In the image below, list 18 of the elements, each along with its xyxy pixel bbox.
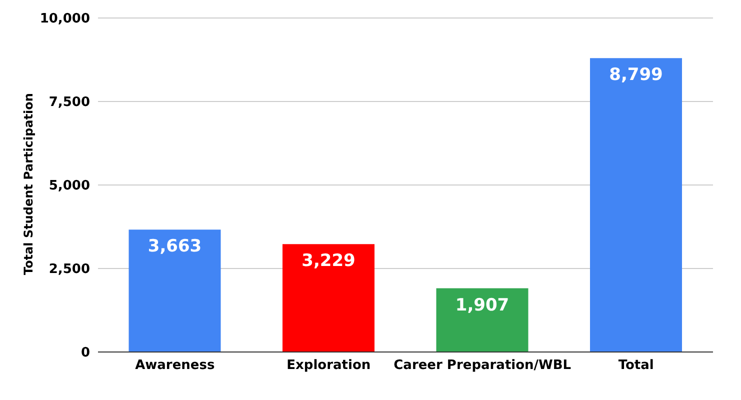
y-axis-title: Total Student Participation	[21, 93, 36, 275]
bar	[282, 244, 374, 352]
bar	[128, 230, 221, 352]
bar	[436, 288, 528, 352]
y-tick-label: 7,500	[48, 95, 90, 110]
y-tick-label: 10,000	[40, 12, 90, 27]
x-tick-label: Exploration	[286, 358, 371, 374]
data-label: 8,799	[609, 65, 663, 86]
bar	[590, 58, 682, 352]
y-tick-label: 5,000	[48, 178, 90, 194]
y-tick-label: 0	[80, 346, 90, 361]
data-label: 3,229	[302, 251, 356, 272]
data-label: 3,663	[148, 236, 202, 257]
x-tick-label: Total	[618, 358, 654, 374]
y-tick-label: 2,500	[48, 262, 90, 278]
data-label: 1,907	[455, 295, 510, 316]
x-tick-label: Career Preparation/WBL	[394, 358, 572, 374]
x-tick-label: Awareness	[135, 358, 215, 374]
